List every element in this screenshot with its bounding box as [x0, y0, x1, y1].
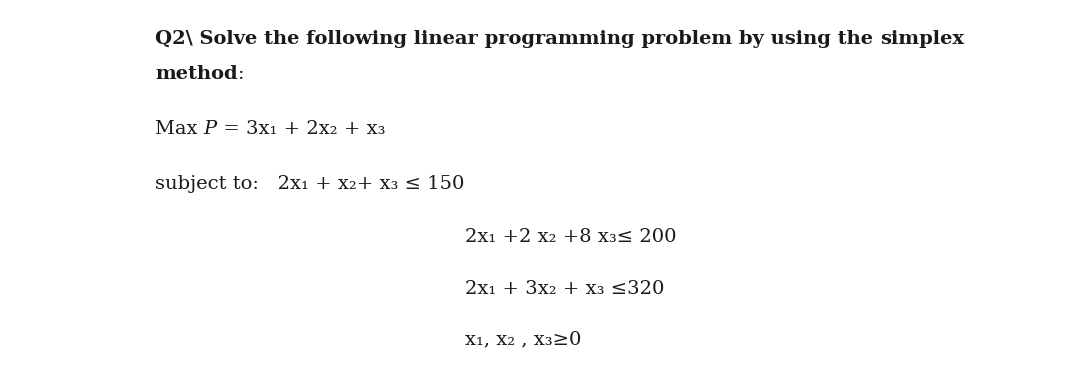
Text: method: method: [156, 65, 238, 83]
Text: 2x₁ +2 x₂ +8 x₃≤ 200: 2x₁ +2 x₂ +8 x₃≤ 200: [465, 228, 676, 246]
Text: Max: Max: [156, 120, 204, 138]
Text: Q2\ Solve the following linear programming problem by using the: Q2\ Solve the following linear programmi…: [156, 30, 880, 48]
Text: x₁, x₂ , x₃≥0: x₁, x₂ , x₃≥0: [465, 330, 581, 348]
Text: 2x₁ + 3x₂ + x₃ ≤320: 2x₁ + 3x₂ + x₃ ≤320: [465, 280, 664, 298]
Text: :: :: [238, 65, 244, 83]
Text: simplex: simplex: [880, 30, 963, 48]
Text: subject to:   2x₁ + x₂+ x₃ ≤ 150: subject to: 2x₁ + x₂+ x₃ ≤ 150: [156, 175, 464, 193]
Text: = 3x₁ + 2x₂ + x₃: = 3x₁ + 2x₂ + x₃: [217, 120, 386, 138]
Text: P: P: [204, 120, 217, 138]
